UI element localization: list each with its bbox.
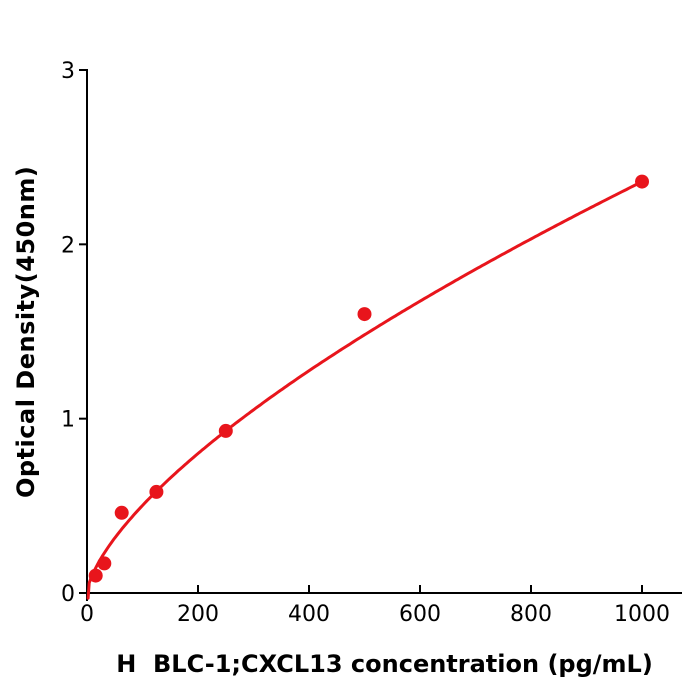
- y-tick-label: 2: [61, 233, 75, 258]
- fit-curve: [86, 180, 644, 600]
- x-tick-label: 800: [510, 602, 552, 627]
- data-point: [357, 307, 372, 322]
- y-tick-label: 3: [61, 59, 75, 84]
- y-tick-label: 1: [61, 408, 75, 433]
- data-point: [114, 505, 129, 520]
- x-tick-label: 200: [177, 602, 219, 627]
- data-point: [97, 556, 112, 571]
- data-point: [149, 484, 164, 499]
- x-tick-label: 600: [399, 602, 441, 627]
- data-point: [635, 174, 649, 189]
- x-axis-title: H BLC-1;CXCL13 concentration (pg/mL): [116, 650, 653, 678]
- x-tick-label: 1000: [614, 602, 670, 627]
- y-tick-label: 0: [61, 582, 75, 607]
- x-tick-label: 0: [80, 602, 94, 627]
- y-axis-title: Optical Density(450nm): [12, 165, 40, 498]
- data-point: [88, 568, 103, 583]
- data-point: [218, 423, 233, 438]
- x-tick-label: 400: [288, 602, 330, 627]
